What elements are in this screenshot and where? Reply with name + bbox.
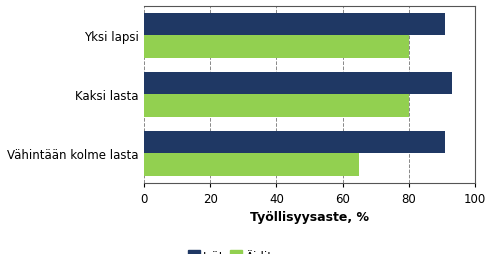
Legend: Isät, Äidit: Isät, Äidit xyxy=(183,245,278,254)
Bar xyxy=(144,131,445,154)
Bar xyxy=(144,154,359,176)
Bar xyxy=(144,14,445,36)
X-axis label: Työllisyysaste, %: Työllisyysaste, % xyxy=(250,210,369,223)
Bar xyxy=(144,95,409,117)
Bar xyxy=(144,73,452,95)
Bar xyxy=(144,36,409,58)
